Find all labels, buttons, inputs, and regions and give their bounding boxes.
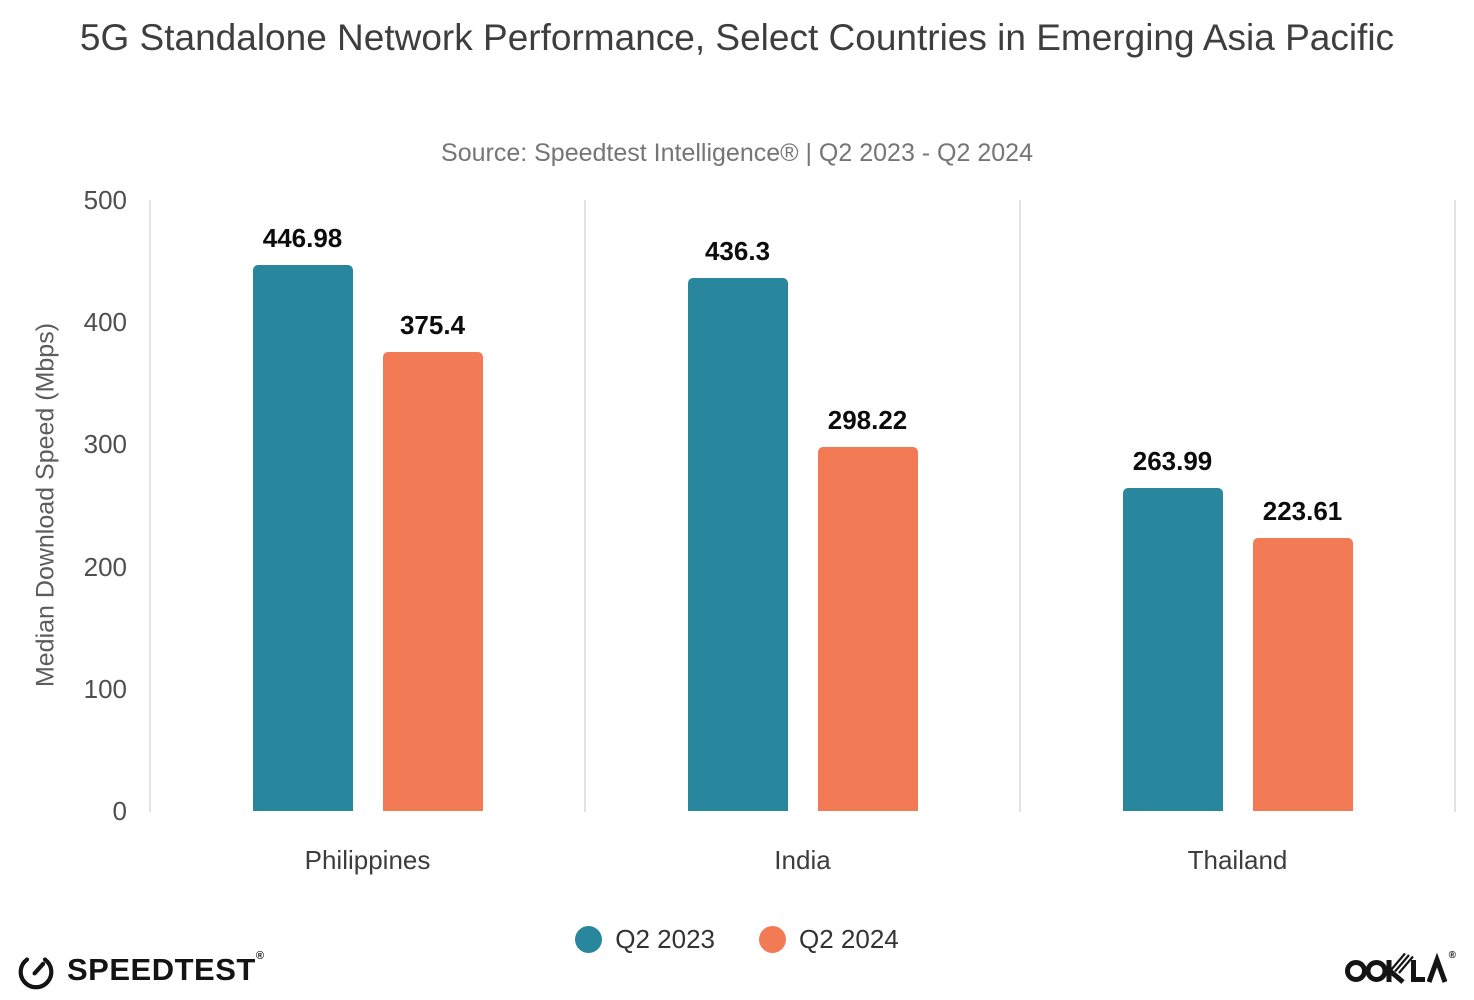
legend-swatch-q2-2023-circle-swatch [575, 926, 603, 953]
legend-swatch-q2-2024-circle-swatch [759, 926, 786, 953]
value-label-q2-2023-philippines: 446.98 [262, 222, 343, 253]
value-label-q2-2024-thailand: 223.61 [1262, 495, 1343, 526]
x-axis-category-label-thailand: Thailand [1187, 845, 1288, 875]
speedtest-logo: SPEEDTEST® [14, 948, 264, 992]
y-axis-tick-label: 400 [83, 307, 127, 338]
y-axis-tick-label: 0 [112, 796, 127, 826]
x-axis-category-label-philippines: Philippines [304, 845, 431, 875]
speedtest-gauge-icon [18, 957, 54, 990]
value-label-q2-2024-india: 298.22 [827, 404, 908, 435]
bar-q2-2023-india [687, 277, 788, 811]
bar-q2-2024-india [817, 446, 918, 811]
category-separator-line [1019, 200, 1021, 812]
legend-item-q2-2023: Q2 2023 [575, 924, 715, 955]
bar-q2-2024-thailand [1252, 537, 1353, 811]
bar-q2-2023-thailand [1122, 488, 1223, 811]
legend-item-q2-2024: Q2 2024 [759, 924, 899, 955]
registered-trademark-symbol: ® [1448, 950, 1456, 961]
legend: Q2 2023 Q2 2024 [0, 924, 1474, 955]
value-label-q2-2023-thailand: 263.99 [1132, 446, 1213, 477]
speedtest-label: SPEEDTEST [67, 952, 256, 987]
category-separator-line [584, 200, 586, 812]
legend-label-q2-2023: Q2 2023 [615, 924, 715, 954]
y-axis-tick-label: 100 [83, 673, 127, 704]
legend-label-q2-2024: Q2 2024 [799, 924, 899, 954]
plot-right-border-line [1454, 200, 1456, 812]
y-axis-tick-label: 500 [83, 185, 127, 215]
value-label-q2-2023-india: 436.3 [704, 235, 771, 266]
chart-subtitle: Source: Speedtest Intelligence® | Q2 202… [441, 139, 1033, 167]
bar-q2-2024-philippines [382, 352, 483, 811]
bar-q2-2023-philippines [252, 264, 353, 811]
registered-trademark-symbol: ® [255, 950, 265, 962]
x-axis-category-label-india: India [774, 845, 831, 875]
ookla-wordmark-graphic [1344, 952, 1447, 984]
speedtest-wordmark: SPEEDTEST® [67, 950, 265, 988]
y-axis-line [149, 200, 151, 812]
chart-title: 5G Standalone Network Performance, Selec… [79, 17, 1395, 58]
y-axis-tick-label: 300 [83, 429, 127, 460]
ookla-logo: ® [1344, 948, 1456, 990]
y-axis-tick-label: 200 [83, 551, 127, 582]
value-label-q2-2024-philippines: 375.4 [399, 310, 466, 341]
